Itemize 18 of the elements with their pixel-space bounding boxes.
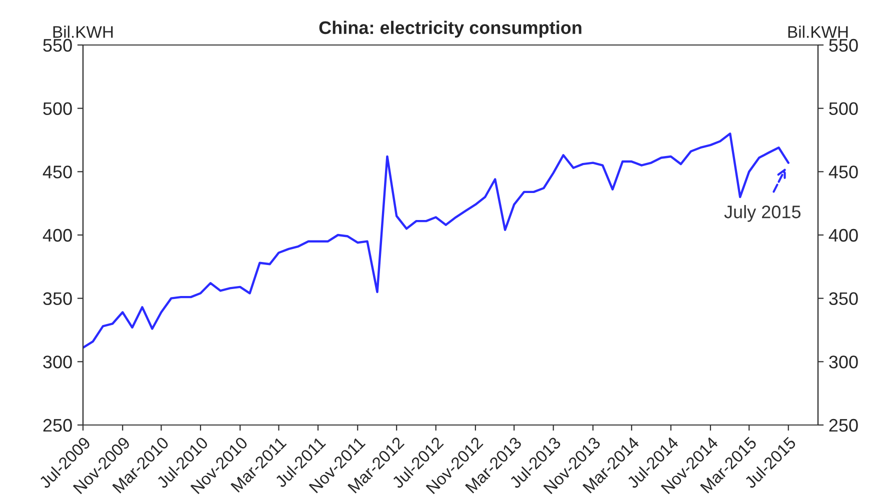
y-tick-label: 300 — [43, 356, 72, 368]
y2-tick-label: 450 — [828, 166, 858, 178]
y2-tick-label: 350 — [829, 292, 858, 306]
y-tick-label: 250 — [43, 418, 72, 432]
y2-tick-label: 500 — [829, 102, 858, 116]
annotation: July 2015 — [724, 205, 801, 222]
y-axis-title: Bil.KWH — [53, 26, 113, 38]
y-tick-label: 450 — [42, 166, 72, 178]
y2-axis-title: Bil.KWH — [788, 26, 848, 38]
y-tick-label: 550 — [43, 38, 72, 52]
y2-tick-label: 300 — [829, 356, 858, 368]
chart-title: China: electricity consumption — [319, 20, 582, 38]
y-tick-label: 400 — [42, 228, 72, 242]
y2-tick-label: 550 — [829, 38, 858, 52]
y-tick-label: 500 — [43, 102, 72, 116]
y-tick-label: 350 — [43, 292, 72, 306]
y2-tick-label: 400 — [828, 228, 858, 242]
y2-tick-label: 250 — [829, 418, 858, 432]
